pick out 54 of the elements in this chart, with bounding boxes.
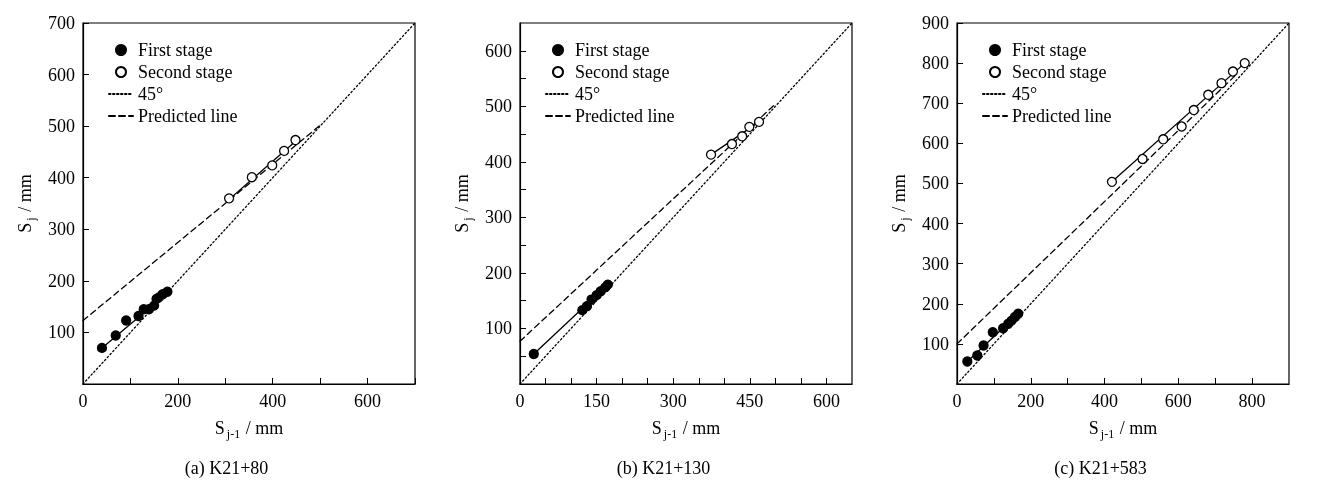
y-tick-label: 100 — [922, 333, 949, 354]
y-tick-label: 500 — [485, 96, 512, 117]
y-tick-label: 600 — [485, 40, 512, 61]
y-tick-label: 800 — [922, 53, 949, 74]
y-tick-label: 300 — [48, 219, 75, 240]
y-axis-title: Sj / mm — [452, 174, 476, 233]
x-tick-label: 800 — [1238, 391, 1266, 411]
y-axis-title: Sj / mm — [15, 174, 39, 233]
x-tick-label: 600 — [812, 391, 840, 411]
x-tick-label: 400 — [1091, 391, 1119, 411]
x-tick-label: 400 — [259, 391, 287, 411]
y-tick-label: 200 — [922, 293, 949, 314]
text: (c) K21+583 — [1054, 458, 1147, 479]
text: (b) K21+130 — [616, 458, 711, 479]
y-tick-label: 200 — [485, 262, 512, 283]
x-tick-label: 200 — [1017, 391, 1045, 411]
legend-label: Predicted line — [575, 106, 675, 126]
y-tick-label: 500 — [922, 173, 949, 194]
x-tick-label: 0 — [515, 391, 525, 411]
legend-label: First stage — [138, 40, 213, 60]
y-tick-label: 100 — [48, 322, 75, 343]
x-tick-label: 200 — [164, 391, 192, 411]
y-tick-label: 200 — [48, 270, 75, 291]
legend-label: Predicted line — [1012, 106, 1112, 126]
y-tick-label: 900 — [922, 13, 949, 33]
y-tick-label: 600 — [48, 64, 75, 85]
y-axis-title: Sj / mm — [889, 174, 913, 233]
y-tick-label: 400 — [48, 167, 75, 188]
x-tick-label: 600 — [1164, 391, 1192, 411]
y-tick-label: 700 — [48, 13, 75, 33]
text: (a) K21+80 — [184, 458, 269, 479]
legend-label: 45° — [575, 84, 601, 104]
legend-label: First stage — [575, 40, 650, 60]
x-tick-label: 300 — [659, 391, 687, 411]
x-tick-label: 600 — [354, 391, 382, 411]
y-tick-label: 700 — [922, 93, 949, 114]
legend-label: Second stage — [575, 62, 670, 82]
y-tick-label: 400 — [485, 151, 512, 172]
legend-label: Second stage — [138, 62, 233, 82]
legend-label: 45° — [1012, 84, 1038, 104]
x-tick-label: 0 — [78, 391, 88, 411]
y-tick-label: 500 — [48, 116, 75, 137]
legend-label: Second stage — [1012, 62, 1107, 82]
y-tick-label: 100 — [485, 318, 512, 339]
y-tick-label: 400 — [922, 213, 949, 234]
y-tick-label: 300 — [922, 253, 949, 274]
y-tick-label: 600 — [922, 133, 949, 154]
legend-label: 45° — [138, 84, 164, 104]
legend-label: First stage — [1012, 40, 1087, 60]
x-tick-label: 150 — [583, 391, 611, 411]
x-tick-label: 0 — [952, 391, 962, 411]
y-tick-label: 300 — [485, 207, 512, 228]
legend-label: Predicted line — [138, 106, 238, 126]
x-tick-label: 450 — [736, 391, 764, 411]
